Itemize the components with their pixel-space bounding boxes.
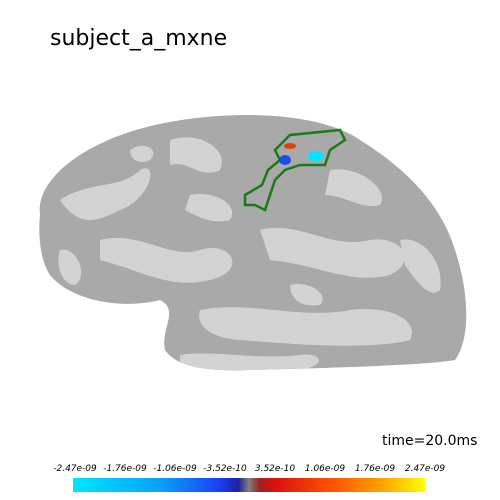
colorbar-label: 3.52e-10 — [255, 464, 296, 474]
time-label: time=20.0ms — [382, 433, 477, 449]
colorbar-label: -1.06e-09 — [153, 464, 197, 474]
brain-surface — [39, 115, 467, 371]
title: subject_a_mxne — [50, 26, 227, 51]
colorbar-label: -2.47e-09 — [53, 464, 97, 474]
colorbar-label: 1.76e-09 — [355, 464, 396, 474]
colorbar-labels: -2.47e-09 -1.76e-09 -1.06e-09 -3.52e-10 3.52… — [53, 464, 445, 474]
colorbar-label: 1.06e-09 — [305, 464, 346, 474]
colorbar-label: -3.52e-10 — [203, 464, 247, 474]
colorbar-label: 2.47e-09 — [405, 464, 446, 474]
colorbar — [73, 478, 425, 492]
colorbar-label: -1.76e-09 — [103, 464, 147, 474]
